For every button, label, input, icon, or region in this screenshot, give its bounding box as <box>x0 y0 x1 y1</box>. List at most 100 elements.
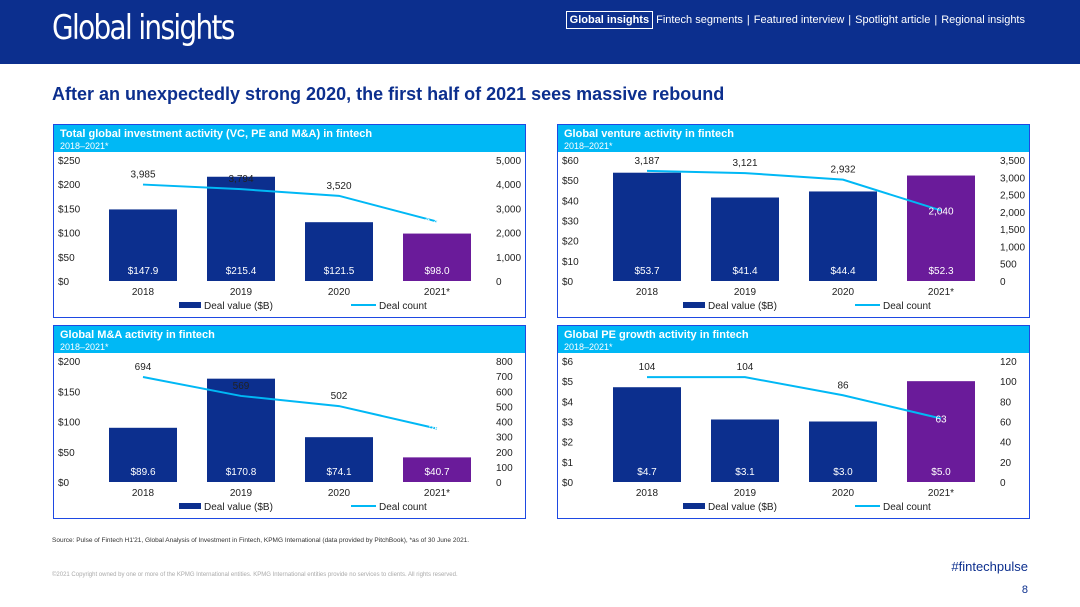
bar <box>613 387 681 482</box>
page-headline: After an unexpectedly strong 2020, the f… <box>52 84 725 104</box>
deal-count-label: 3,985 <box>130 170 155 181</box>
legend-label: Deal count <box>883 301 931 312</box>
bar <box>711 197 779 281</box>
y2-tick-label: 300 <box>496 433 513 444</box>
bar <box>403 233 471 281</box>
bar <box>305 222 373 281</box>
bar-value-label: $3.0 <box>833 467 853 478</box>
chart-title: Global M&A activity in fintech <box>60 329 215 341</box>
x-tick-label: 2019 <box>734 287 757 298</box>
bar <box>809 191 877 281</box>
bar <box>109 427 177 482</box>
y-tick-label: $150 <box>58 387 81 398</box>
deal-count-label: 3,121 <box>732 158 757 169</box>
deal-count-label: 3,187 <box>634 156 659 167</box>
y2-tick-label: 3,500 <box>1000 156 1025 167</box>
bar-value-label: $121.5 <box>324 266 355 277</box>
y-tick-label: $200 <box>58 180 81 191</box>
chart-panel-total-investment: Total global investment activity (VC, PE… <box>53 124 526 318</box>
chart-panel-venture: Global venture activity in fintech 2018–… <box>557 124 1030 318</box>
y2-tick-label: 1,000 <box>496 253 521 264</box>
y2-tick-label: 0 <box>1000 277 1006 288</box>
tab-spotlight-article[interactable]: Spotlight article <box>855 14 931 26</box>
deal-count-line <box>646 169 942 212</box>
chart-panel-mna: Global M&A activity in fintech 2018–2021… <box>53 325 526 519</box>
y2-tick-label: 4,000 <box>496 180 521 191</box>
y2-tick-label: 1,000 <box>1000 242 1025 253</box>
nav-separator: | <box>934 14 938 26</box>
deal-count-label: 3,794 <box>228 174 253 185</box>
bar-value-label: $170.8 <box>226 467 257 478</box>
bar-value-label: $44.4 <box>830 266 855 277</box>
chart-total-investment: $0 $50 $100 $150 $200 $250 0 1,000 2,000 3,000 4,0… <box>58 156 521 312</box>
legend-label: Deal value ($B) <box>708 502 777 513</box>
y2-tick-label: 5,000 <box>496 156 521 167</box>
header-bar: Global insights Global insights Fintech … <box>0 0 1080 64</box>
y2-tick-label: 500 <box>1000 260 1017 271</box>
x-tick-label: 2021* <box>424 287 450 298</box>
bar-value-label: $89.6 <box>130 467 155 478</box>
nav-separator: | <box>848 14 852 26</box>
y-tick-label: $6 <box>562 357 574 368</box>
deal-count-line <box>142 376 438 430</box>
y-tick-label: $10 <box>562 257 579 268</box>
chart-mna: $0 $50 $100 $150 $200 0 100 200 300 400 500 600 700 8… <box>58 357 513 513</box>
bar <box>305 437 373 482</box>
y2-tick-label: 120 <box>1000 357 1017 368</box>
bar <box>613 172 681 281</box>
deal-count-label: 2,456 <box>424 218 449 229</box>
y2-tick-label: 20 <box>1000 458 1012 469</box>
tab-regional-insights[interactable]: Regional insights <box>941 14 1025 26</box>
y-tick-label: $5 <box>562 377 574 388</box>
x-tick-label: 2021* <box>928 488 954 499</box>
y2-tick-label: 40 <box>1000 438 1012 449</box>
x-tick-label: 2018 <box>132 488 155 499</box>
y2-tick-label: 100 <box>1000 377 1017 388</box>
x-tick-label: 2021* <box>928 287 954 298</box>
x-tick-label: 2019 <box>734 488 757 499</box>
panel-title-bar: Total global investment activity (VC, PE… <box>54 125 525 152</box>
y2-tick-label: 0 <box>496 478 502 489</box>
hashtag-link[interactable]: #fintechpulse <box>951 559 1028 574</box>
tab-global-insights[interactable]: Global insights <box>565 11 654 29</box>
bar <box>207 176 275 281</box>
deal-count-label: 353 <box>429 425 446 436</box>
y2-tick-label: 2,000 <box>496 229 521 240</box>
y2-tick-label: 700 <box>496 372 513 383</box>
y-tick-label: $250 <box>58 156 81 167</box>
legend-label: Deal count <box>379 502 427 513</box>
deal-count-label: 569 <box>233 381 250 392</box>
y-tick-label: $40 <box>562 196 579 207</box>
y-tick-label: $20 <box>562 237 579 248</box>
bar <box>907 381 975 482</box>
deal-count-label: 2,932 <box>830 165 855 176</box>
bar-value-label: $41.4 <box>732 266 757 277</box>
legend-label: Deal value ($B) <box>708 301 777 312</box>
chart-title: Global venture activity in fintech <box>564 128 734 140</box>
y-tick-label: $200 <box>58 357 81 368</box>
deal-count-label: 104 <box>639 362 656 373</box>
chart-subtitle: 2018–2021* <box>564 342 613 352</box>
y2-tick-label: 100 <box>496 463 513 474</box>
deal-count-label: 86 <box>837 380 849 391</box>
chart-title: Total global investment activity (VC, PE… <box>60 128 373 140</box>
x-tick-label: 2020 <box>832 287 855 298</box>
y-tick-label: $30 <box>562 217 579 228</box>
y2-tick-label: 0 <box>1000 478 1006 489</box>
legend-swatch-bar <box>179 503 201 509</box>
tab-featured-interview[interactable]: Featured interview <box>753 14 845 26</box>
source-note: Source: Pulse of Fintech H1'21, Global A… <box>52 537 470 544</box>
y2-tick-label: 0 <box>496 277 502 288</box>
chart-panel-pe-growth: Global PE growth activity in fintech 201… <box>557 325 1030 519</box>
y2-tick-label: 500 <box>496 402 513 413</box>
tab-fintech-segments[interactable]: Fintech segments <box>656 14 743 26</box>
y2-tick-label: 400 <box>496 418 513 429</box>
deal-count-label: 63 <box>935 414 947 425</box>
legend-swatch-bar <box>683 503 705 509</box>
x-tick-label: 2021* <box>424 488 450 499</box>
bar-value-label: $52.3 <box>928 266 953 277</box>
page-number: 8 <box>1021 584 1028 596</box>
y-tick-label: $100 <box>58 229 81 240</box>
chart-pe-growth: $0 $1 $2 $3 $4 $5 $6 0 20 40 60 80 100 120 $4.7 2018 $3.… <box>562 357 1017 513</box>
y2-tick-label: 1,500 <box>1000 225 1025 236</box>
